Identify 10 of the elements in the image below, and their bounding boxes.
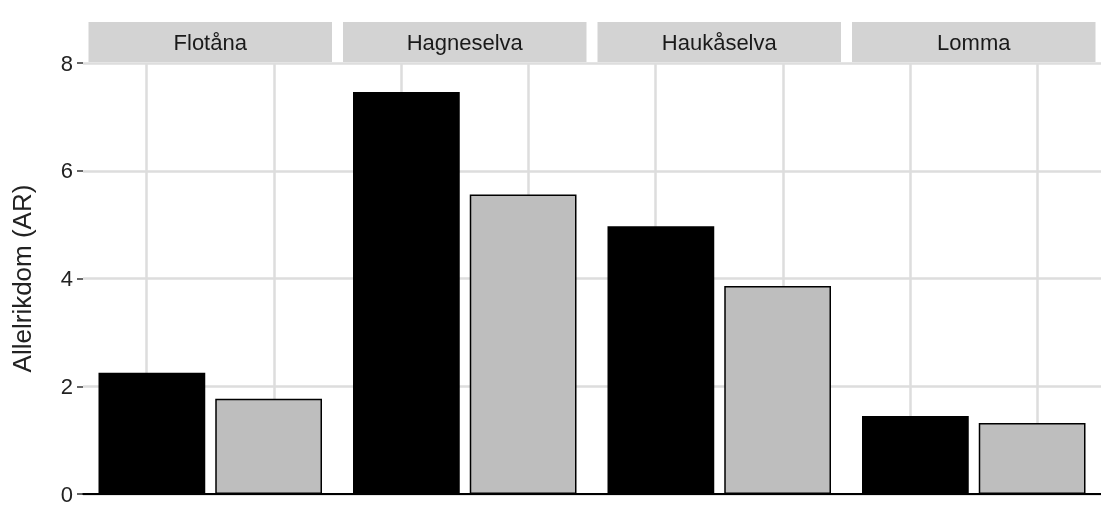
y-axis-title: Allelrikdom (AR) (7, 184, 37, 373)
y-tick-label: 2 (60, 373, 73, 399)
x-tick-label: Lomma (937, 29, 1012, 55)
x-tick-label: Hagneselva (406, 29, 524, 55)
y-tick-label: 6 (60, 158, 73, 184)
y-tick-label: 4 (60, 266, 73, 291)
y-tick-label: 8 (60, 50, 73, 76)
x-tick-label: Flotåna (173, 29, 248, 55)
x-tick-label: Haukåselva (661, 29, 778, 55)
y-tick-label: 0 (60, 481, 73, 505)
